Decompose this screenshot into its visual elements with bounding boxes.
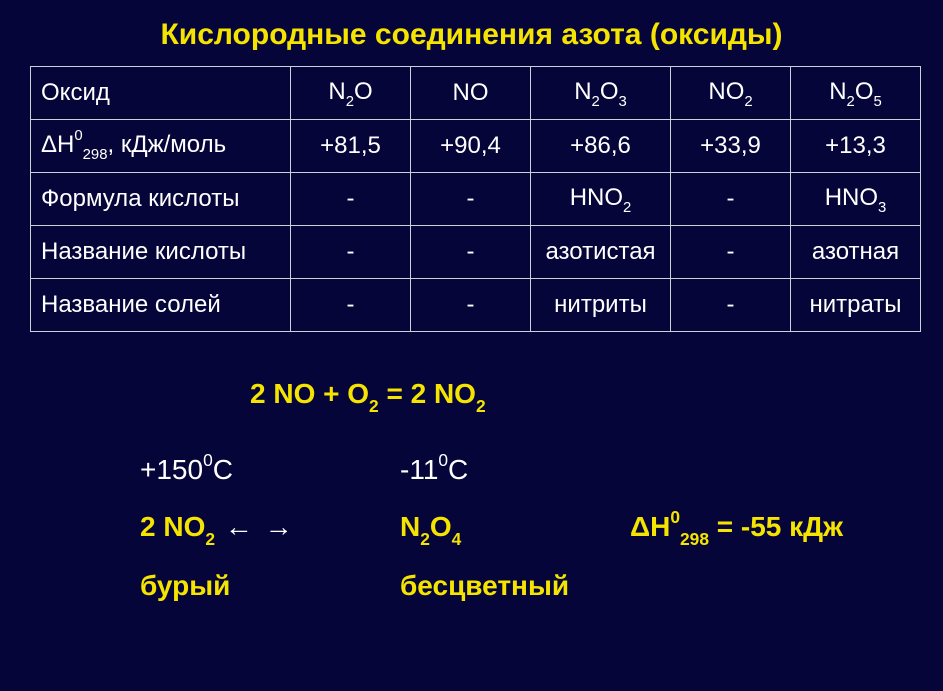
table-cell: - [291,226,411,279]
color-right: бесцветный [400,564,630,609]
dimer-dh: ΔH0298 = -55 кДж [630,505,913,551]
table-cell: - [671,279,791,332]
table-cell: - [411,173,531,226]
page-title: Кислородные соединения азота (оксиды) [30,18,913,52]
row-label: Название солей [31,279,291,332]
oxide-header: NO [411,67,531,120]
oxides-table: Оксид N2O NO N2O3 NO2 N2O5 ΔH0298, кДж/м… [30,66,921,332]
row-label: Название кислоты [31,226,291,279]
row-label: ΔH0298, кДж/моль [31,120,291,173]
table-cell: нитриты [531,279,671,332]
temp-left: +1500C [140,448,400,493]
table-cell: +33,9 [671,120,791,173]
table-cell: - [671,173,791,226]
dimer-row: 2 NO2 ← → N2O4 ΔH0298 = -55 кДж [140,505,913,551]
row-label: Формула кислоты [31,173,291,226]
equilibrium-arrows-icon: ← → [225,511,295,542]
header-label: Оксид [31,67,291,120]
table-cell: +86,6 [531,120,671,173]
table-cell: HNO2 [531,173,671,226]
table-header-row: Оксид N2O NO N2O3 NO2 N2O5 [31,67,921,120]
table-row: Название кислоты - - азотистая - азотная [31,226,921,279]
table-cell: +81,5 [291,120,411,173]
temperature-row: +1500C -110C [140,448,913,493]
color-left: бурый [140,564,400,609]
table-row: ΔH0298, кДж/моль +81,5 +90,4 +86,6 +33,9… [31,120,921,173]
table-cell: - [411,279,531,332]
color-row: бурый бесцветный [140,564,913,609]
table-row: Формула кислоты - - HNO2 - HNO3 [31,173,921,226]
table-cell: азотистая [531,226,671,279]
main-equation: 2 NO + O2 = 2 NO2 [250,372,913,418]
table-cell: - [671,226,791,279]
temp-right: -110C [400,448,630,493]
table-cell: +13,3 [791,120,921,173]
table-cell: +90,4 [411,120,531,173]
dimer-mid: N2O4 [400,505,630,551]
oxide-header: NO2 [671,67,791,120]
oxide-header: N2O3 [531,67,671,120]
table-row: Название солей - - нитриты - нитраты [31,279,921,332]
table-cell: нитраты [791,279,921,332]
table-cell: HNO3 [791,173,921,226]
table-cell: - [291,279,411,332]
table-cell: - [411,226,531,279]
table-cell: - [291,173,411,226]
table-cell: азотная [791,226,921,279]
oxide-header: N2O5 [791,67,921,120]
oxide-header: N2O [291,67,411,120]
reactions-block: 2 NO + O2 = 2 NO2 +1500C -110C 2 NO2 ← →… [30,372,913,608]
dimer-left: 2 NO2 [140,511,215,542]
